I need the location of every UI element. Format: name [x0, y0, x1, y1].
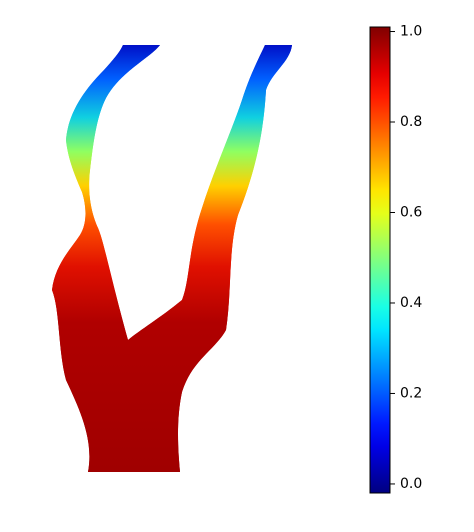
- colorbar-tick-label: 0.0: [400, 476, 422, 492]
- colorbar-tick-label: 0.8: [400, 114, 422, 130]
- colorbar-tick-label: 0.6: [400, 204, 422, 220]
- colorbar-tick-label: 0.2: [400, 385, 422, 401]
- vessel-field: [52, 45, 292, 472]
- colorbar-tick-label: 0.4: [400, 295, 422, 311]
- colorbar-tick-label: 1.0: [400, 24, 422, 40]
- colorbar: [369, 26, 391, 494]
